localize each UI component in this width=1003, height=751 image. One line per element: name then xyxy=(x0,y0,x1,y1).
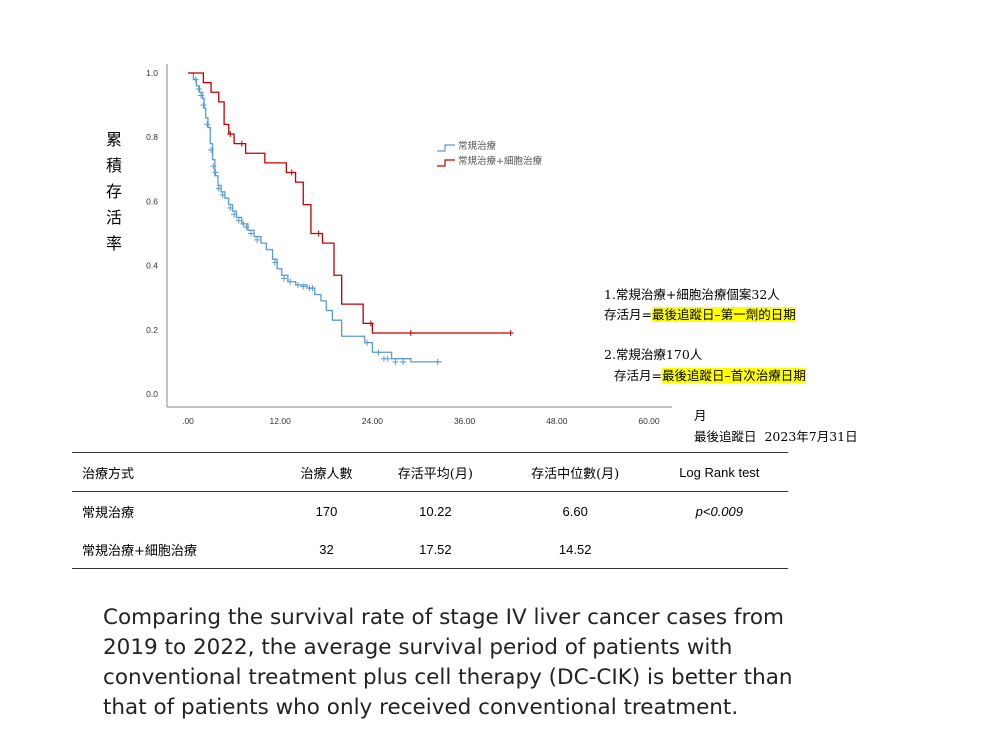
header-treatment: 治療方式 xyxy=(82,466,135,482)
caption-line: conventional treatment plus cell therapy… xyxy=(103,665,793,690)
x-tick-label: 36.00 xyxy=(454,416,476,426)
cell-logrank: p<0.009 xyxy=(695,503,743,519)
censor-mark xyxy=(254,236,261,243)
cell-count: 170 xyxy=(315,503,338,519)
y-tick-label: 0.6 xyxy=(146,196,158,206)
censor-mark xyxy=(227,130,234,137)
censor-mark xyxy=(219,191,226,198)
cell-median: 6.60 xyxy=(562,503,588,519)
censor-mark xyxy=(238,140,245,147)
note1-highlight: 最後追蹤日–第一劑的日期 xyxy=(651,307,796,322)
followup-date: 2023年7月31日 xyxy=(764,429,858,444)
x-tick-label: 48.00 xyxy=(546,416,568,426)
y-axis-title-char: 活 xyxy=(106,208,123,227)
y-axis-title-char: 率 xyxy=(106,234,123,253)
y-axis-title-char: 存 xyxy=(106,182,123,201)
censor-mark xyxy=(507,330,514,337)
table-header-row: 治療方式 治療人數 存活平均(月) 存活中位數(月) Log Rank test xyxy=(72,452,788,492)
y-tick-label: 0.2 xyxy=(146,325,158,335)
censor-mark xyxy=(288,169,295,176)
x-tick-label: 60.00 xyxy=(638,416,660,426)
y-axis-title-char: 積 xyxy=(106,156,123,175)
note2-highlight: 最後追蹤日–首次治療日期 xyxy=(661,368,806,383)
censor-mark xyxy=(367,320,374,327)
note1-title: 1.常規治療+細胞治療個案32人 xyxy=(604,287,780,302)
survival-chart: 1.0 0.8 0.6 0.4 0.2 0.0 .00 12.00 24.00 36.00 48.… xyxy=(146,64,672,426)
series-line-1 xyxy=(188,72,511,334)
censor-mark xyxy=(315,230,322,237)
y-tick-label: 1.0 xyxy=(146,68,158,78)
censor-mark xyxy=(300,283,307,290)
x-tick-label: .00 xyxy=(182,416,194,426)
x-axis-unit: 月 xyxy=(694,408,707,423)
cell-treatment: 常規治療+細胞治療 xyxy=(82,543,197,559)
followup-label: 最後追蹤日 xyxy=(694,429,757,444)
censor-mark xyxy=(434,358,441,365)
censor-mark xyxy=(240,220,247,227)
table-row: 常規治療+細胞治療 32 17.52 14.52 xyxy=(72,530,788,569)
header-count: 治療人數 xyxy=(300,466,353,482)
cell-mean: 17.52 xyxy=(419,541,452,557)
x-tick-label: 24.00 xyxy=(362,416,384,426)
header-logrank: Log Rank test xyxy=(679,464,760,480)
censor-mark xyxy=(287,278,294,285)
caption-line: that of patients who only received conve… xyxy=(103,695,739,720)
followup-line: 最後追蹤日 2023年7月31日 xyxy=(694,426,858,445)
table-row: 常規治療 170 10.22 6.60 p<0.009 xyxy=(72,492,788,531)
y-tick-label: 0.8 xyxy=(146,132,158,142)
censor-mark xyxy=(204,121,211,128)
censor-mark xyxy=(215,185,222,192)
x-tick-label: 12.00 xyxy=(270,416,292,426)
y-tick-label: 0.0 xyxy=(146,389,158,399)
censor-mark xyxy=(407,330,414,337)
cell-mean: 10.22 xyxy=(419,503,452,519)
censor-mark xyxy=(392,358,399,365)
caption-line: Comparing the survival rate of stage IV … xyxy=(103,605,784,630)
caption-line: 2019 to 2022, the average survival perio… xyxy=(103,635,733,660)
censor-mark xyxy=(235,217,242,224)
y-tick-label: 0.4 xyxy=(146,261,158,271)
cell-logrank xyxy=(651,530,788,569)
cell-treatment: 常規治療 xyxy=(82,505,135,521)
censor-mark xyxy=(210,163,217,170)
censor-mark xyxy=(364,339,371,346)
cell-median: 14.52 xyxy=(558,541,592,557)
censor-mark xyxy=(231,211,238,218)
censor-mark xyxy=(243,224,250,231)
legend-label-series-0: 常規治療 xyxy=(458,140,497,152)
censor-mark xyxy=(227,204,234,211)
legend-swatch-series-1 xyxy=(437,159,455,167)
censor-mark xyxy=(192,76,199,83)
cell-count: 32 xyxy=(319,541,334,557)
censor-mark xyxy=(271,259,278,266)
header-mean: 存活平均(月) xyxy=(397,466,473,482)
censor-mark xyxy=(309,285,316,292)
note1-prefix: 存活月= xyxy=(604,307,652,322)
censor-mark xyxy=(208,147,215,154)
survival-stats-table: 治療方式 治療人數 存活平均(月) 存活中位數(月) Log Rank test… xyxy=(72,452,788,569)
y-axis-title-char: 累 xyxy=(106,130,123,149)
censor-mark xyxy=(400,358,407,365)
censor-mark xyxy=(212,169,219,176)
note1-definition: 存活月=最後追蹤日–第一劑的日期 xyxy=(604,304,796,323)
header-median: 存活中位數(月) xyxy=(531,466,620,482)
caption: Comparing the survival rate of stage IV … xyxy=(103,603,923,723)
censor-mark xyxy=(375,349,382,356)
censor-mark xyxy=(195,86,202,93)
censor-mark xyxy=(200,102,207,109)
series-line-0 xyxy=(188,72,442,363)
censor-mark xyxy=(384,355,391,362)
legend-label-series-1: 常規治療+細胞治療 xyxy=(458,155,542,167)
censor-mark xyxy=(281,275,288,282)
legend-swatch-series-0 xyxy=(437,144,455,152)
censor-mark xyxy=(198,92,205,99)
note2-prefix: 存活月= xyxy=(614,368,662,383)
note2-definition: 存活月=最後追蹤日–首次治療日期 xyxy=(614,365,806,384)
note2-title: 2.常規治療170人 xyxy=(604,347,703,362)
legend: 常規治療 常規治療+細胞治療 xyxy=(437,140,542,167)
censor-mark xyxy=(294,281,301,288)
censor-mark xyxy=(248,230,255,237)
